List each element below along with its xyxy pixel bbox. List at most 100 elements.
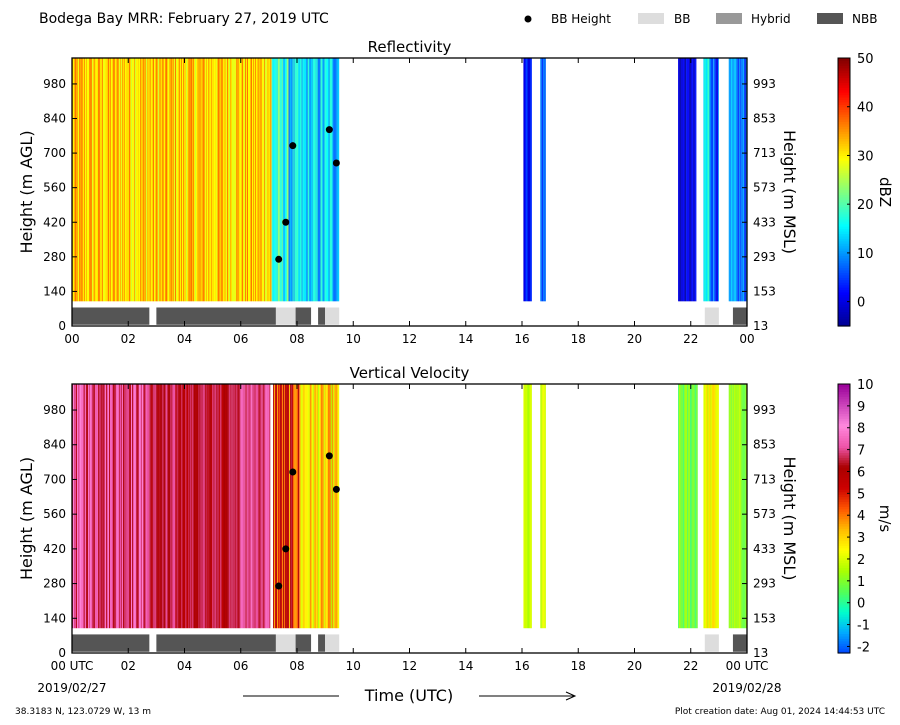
heatmap-column [134,384,136,629]
heatmap-column [311,384,313,629]
x-tick-label: 10 [346,332,361,346]
x-tick-label: 22 [683,659,698,673]
colorbar-segment [838,516,850,520]
colorbar-tick-label: 0 [857,597,865,612]
heatmap-column [717,384,719,629]
heatmap-column [326,58,328,302]
heatmap-column [205,384,207,629]
heatmap-column [307,384,309,629]
heatmap-column [679,58,681,302]
heatmap-column [88,58,90,302]
colorbar-segment [838,189,850,193]
colorbar-segment [838,196,850,200]
heatmap-column [523,384,525,629]
heatmap-column [174,58,176,302]
heatmap-column [233,58,235,302]
heatmap-column [158,58,160,302]
colorbar-segment [838,601,850,605]
colorbar-segment [838,518,850,522]
colorbar-segment [838,84,850,88]
heatmap-column [262,384,264,629]
colorbar-segment [838,194,850,198]
heatmap-column [179,384,181,629]
colorbar-tick-label: 5 [857,487,865,502]
heatmap-column [293,384,295,629]
heatmap-column [182,384,184,629]
heatmap-column [240,384,242,629]
heatmap-column [211,58,213,302]
heatmap-column [112,58,114,302]
heatmap-column [738,384,740,629]
x-tick-label: 16 [514,332,529,346]
heatmap-column [287,58,289,302]
y-right-tick-label: 993 [753,403,776,417]
heatmap-column [195,384,197,629]
heatmap-column [225,384,227,629]
colorbar-segment [838,464,850,468]
heatmap-column [166,384,168,629]
heatmap-column [729,384,731,629]
y-right-tick-label: 433 [753,542,776,556]
heatmap-column [307,58,309,302]
heatmap-column [740,58,742,302]
colorbar-segment [838,528,850,532]
heatmap-column [118,384,120,629]
colorbar-segment [838,547,850,551]
heatmap-column [220,58,222,302]
heatmap-column [180,58,182,302]
colorbar-segment [838,131,850,135]
heatmap-column [117,384,119,629]
heatmap-column [203,384,205,629]
heatmap-column [684,58,686,302]
heatmap-column [96,384,98,629]
heatmap-column [287,384,289,629]
x-tick-label: 14 [458,659,473,673]
heatmap-column [193,58,195,302]
x-tick-label: 00 [64,332,79,346]
heatmap-column [742,384,744,629]
heatmap-column [90,58,92,302]
heatmap-column [332,58,334,302]
colorbar-segment [838,135,850,139]
colorbar-segment [838,428,850,432]
colorbar-segment [838,643,850,647]
heatmap-column [74,58,76,302]
heatmap-column [179,58,181,302]
bb-height-point [325,126,333,134]
heatmap-column [172,384,174,629]
heatmap-column [282,384,284,629]
heatmap-column [266,58,268,302]
colorbar-tick-label: 2 [857,553,865,568]
colorbar-tick-label: 6 [857,465,865,480]
heatmap-column [113,58,115,302]
colorbar-segment [838,599,850,603]
heatmap-column [100,58,102,302]
heatmap-column [708,384,710,629]
heatmap-column [208,384,210,629]
colorbar-segment [838,269,850,273]
heatmap-column [272,58,274,302]
y-tick-label: 140 [43,284,66,298]
colorbar-segment [838,177,850,181]
x-tick-label: 20 [627,659,642,673]
heatmap-column [195,58,197,302]
heatmap-column [191,384,193,629]
x-tick-label: 10 [346,659,361,673]
colorbar-segment [838,386,850,390]
y-right-axis-label: Height (m MSL) [780,130,799,254]
heatmap-column [275,384,277,629]
heatmap-column [259,384,261,629]
heatmap-column [713,58,715,302]
heatmap-column [704,384,706,629]
colorbar-segment [838,584,850,588]
colorbar-segment [838,211,850,215]
heatmap-column [254,384,256,629]
heatmap-column [202,384,204,629]
heatmap-column [146,384,148,629]
heatmap-column [693,58,695,302]
colorbar-tick-label: 30 [857,149,874,164]
heatmap-column [288,384,290,629]
heatmap-column [264,58,266,302]
heatmap-column [706,58,708,302]
heatmap-column [102,58,104,302]
